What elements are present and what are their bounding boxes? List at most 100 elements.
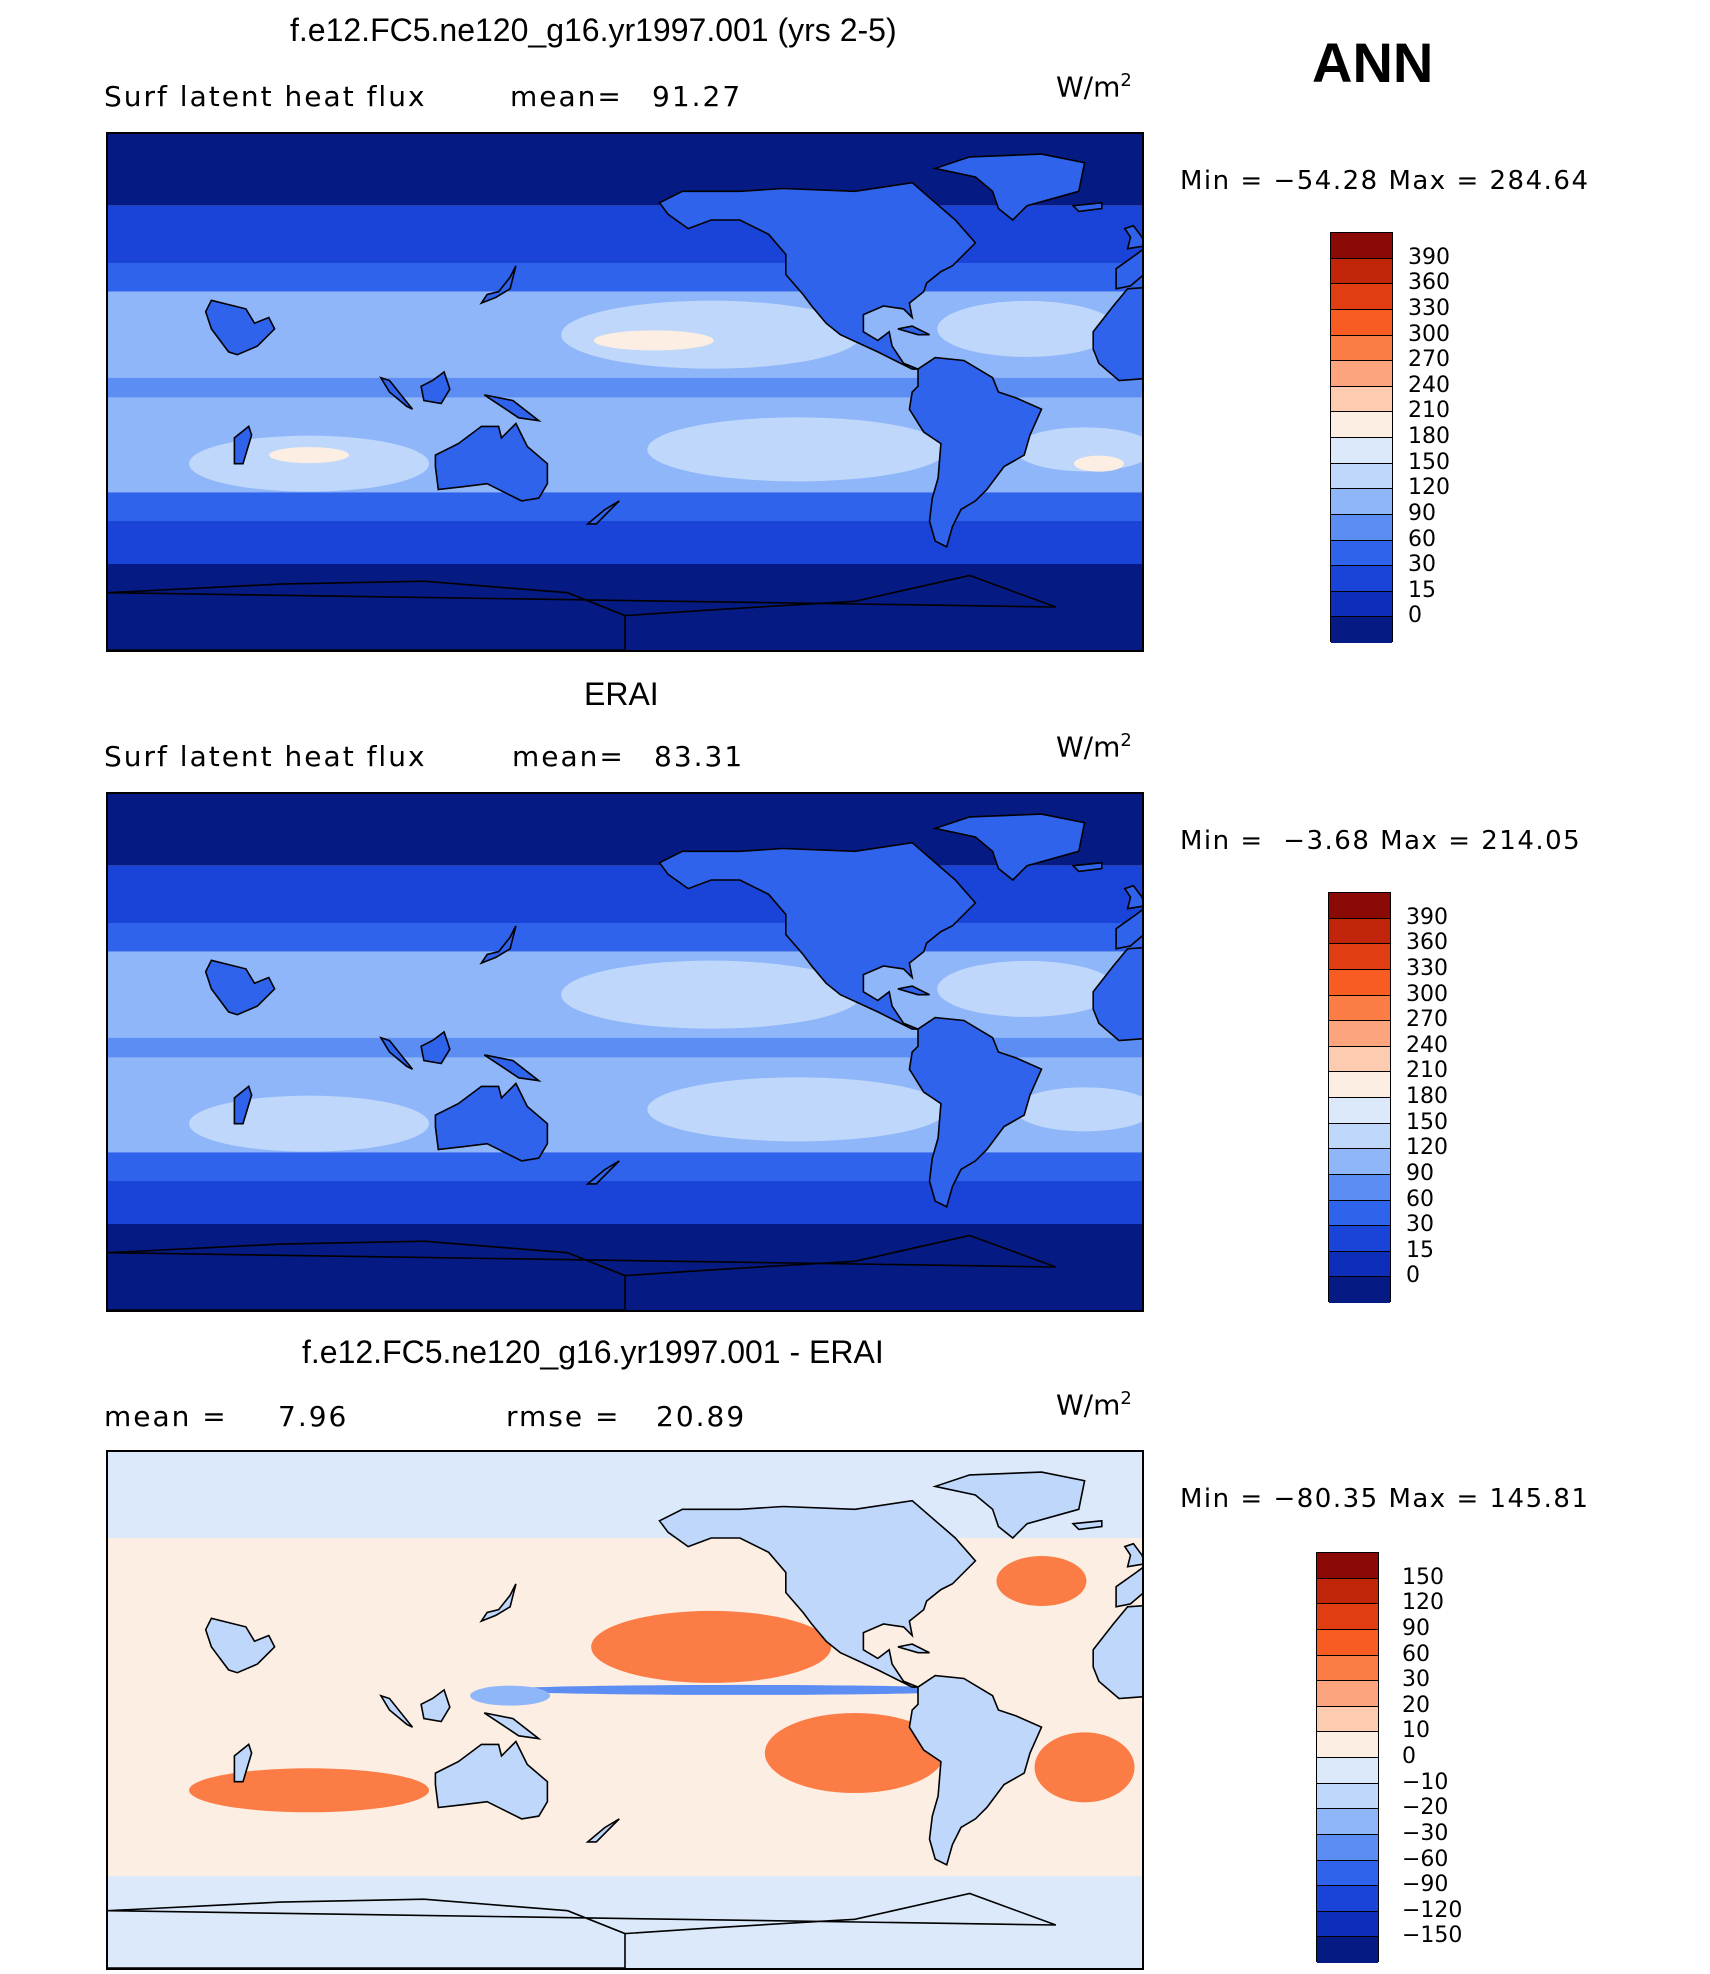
panel3-colorbar-tick-label: 0 bbox=[1402, 1744, 1416, 1769]
panel2-coast-africa bbox=[1092, 947, 1142, 1042]
panel1-units: W/m2 bbox=[1056, 70, 1132, 104]
panel3-map-svg bbox=[108, 1452, 1142, 1968]
panel3-colorbar-swatch bbox=[1317, 1937, 1378, 1963]
panel1-colorbar-swatch bbox=[1331, 566, 1392, 592]
panel3-coast-britain bbox=[1123, 1542, 1142, 1568]
panel3-colorbar-tick-label: −30 bbox=[1402, 1820, 1449, 1846]
panel1-colorbar-tick-label: 330 bbox=[1408, 295, 1450, 321]
panel3-colorbar-swatch bbox=[1317, 1706, 1378, 1733]
panel3-colorbar-tick-label: 60 bbox=[1402, 1641, 1430, 1667]
panel2-colorbar-swatch bbox=[1329, 1149, 1390, 1175]
panel1-colorbar-swatch bbox=[1331, 463, 1392, 490]
panel3-colorbar-tick-label: 120 bbox=[1402, 1590, 1444, 1616]
panel3-colorbar-swatch bbox=[1317, 1783, 1378, 1810]
panel2-map bbox=[106, 792, 1144, 1312]
panel3-colorbar-swatch bbox=[1317, 1758, 1378, 1784]
panel3-colorbar-swatch bbox=[1317, 1860, 1378, 1887]
panel2-coast-nz bbox=[585, 1160, 620, 1185]
panel2-colorbar-tick-label: 210 bbox=[1406, 1058, 1448, 1084]
panel3-colorbar-swatch bbox=[1317, 1604, 1378, 1630]
panel3-coast-antarctica bbox=[108, 1892, 1057, 1968]
panel3-colorbar-tick-label: −150 bbox=[1402, 1923, 1463, 1949]
panel3-field-blob bbox=[591, 1610, 832, 1683]
panel2-title: ERAI bbox=[584, 676, 659, 712]
panel1-colorbar-swatch bbox=[1331, 258, 1392, 285]
panel3-coast-japan bbox=[479, 1583, 517, 1623]
panel2-coast-iceland bbox=[1071, 861, 1103, 873]
panel1-field-blob bbox=[593, 330, 714, 351]
panel1-colorbar-tick-label: 0 bbox=[1408, 603, 1422, 629]
panel3-colorbar-swatch bbox=[1317, 1886, 1378, 1912]
panel3-coast-samerica bbox=[908, 1674, 1043, 1866]
panel2-colorbar-tick-label: 360 bbox=[1406, 930, 1448, 956]
panel2-field-band bbox=[108, 1152, 1142, 1181]
panel1-colorbar-swatch bbox=[1331, 617, 1392, 643]
panel3-coast-cuba bbox=[897, 1643, 930, 1654]
panel2-colorbar-tick-label: 90 bbox=[1406, 1160, 1434, 1186]
panel1-minmax: Min = −54.28 Max = 284.64 bbox=[1180, 166, 1590, 196]
panel1-coast-nz bbox=[585, 500, 620, 525]
panel3-map bbox=[106, 1450, 1144, 1970]
panel2-units: W/m2 bbox=[1056, 730, 1132, 764]
panel1-field-blob bbox=[1073, 455, 1124, 472]
panel2-mean-value: 83.31 bbox=[654, 740, 745, 773]
panel1-coast-greenland bbox=[932, 153, 1086, 222]
panel1-colorbar-tick-label: 270 bbox=[1408, 347, 1450, 373]
panel1-colorbar-swatch bbox=[1331, 386, 1392, 413]
panel1-coast-newguinea bbox=[483, 394, 542, 422]
panel1-colorbar-swatch bbox=[1331, 309, 1392, 336]
panel3-colorbar-tick-label: −120 bbox=[1402, 1897, 1463, 1923]
panel2-colorbar-tick-label: 390 bbox=[1406, 904, 1448, 930]
panel3-coast-namerica bbox=[658, 1499, 977, 1688]
panel1-field-blob bbox=[561, 300, 862, 369]
panel3-mean-value: 7.96 bbox=[278, 1400, 349, 1433]
panel2-field-blob bbox=[189, 1095, 430, 1152]
panel2-colorbar-tick-label: 120 bbox=[1406, 1135, 1448, 1161]
panel3-colorbar-tick-label: −90 bbox=[1402, 1872, 1449, 1898]
panel1-colorbar-tick-label: 360 bbox=[1408, 270, 1450, 296]
panel3-coast-newguinea bbox=[483, 1712, 542, 1740]
panel2-coast-antarctica bbox=[108, 1234, 1057, 1310]
panel1-field-blob bbox=[189, 435, 430, 492]
panel2-colorbar-swatch bbox=[1329, 1098, 1390, 1124]
panel3-colorbar-tick-label: −60 bbox=[1402, 1846, 1449, 1872]
panel1-colorbar-tick-label: 300 bbox=[1408, 321, 1450, 347]
panel3-colorbar-tick-label: 10 bbox=[1402, 1718, 1430, 1744]
panel1-colorbar-tick-label: 150 bbox=[1408, 449, 1450, 475]
panel1-colorbar-tick-label: 90 bbox=[1408, 500, 1436, 526]
panel3-field-band bbox=[108, 1452, 1142, 1538]
panel1-coast-samerica bbox=[908, 356, 1043, 548]
panel2-field-band bbox=[108, 1181, 1142, 1224]
panel2-colorbar-tick-label: 270 bbox=[1406, 1007, 1448, 1033]
panel3-field-blob bbox=[189, 1768, 430, 1813]
panel2-colorbar-swatch bbox=[1329, 969, 1390, 996]
panel2-field-blob bbox=[561, 960, 862, 1029]
panel1-colorbar-tick-label: 15 bbox=[1408, 577, 1436, 603]
panel1-field-blob bbox=[269, 447, 350, 464]
panel1-coast-madagascar bbox=[233, 425, 253, 465]
panel3-coast-arabia bbox=[204, 1617, 276, 1674]
panel2-field-blob bbox=[647, 1077, 948, 1142]
panel1-colorbar-swatch bbox=[1331, 335, 1392, 362]
panel1-coast-iceland bbox=[1071, 201, 1103, 213]
panel3-colorbar-swatch bbox=[1317, 1578, 1378, 1605]
panel2-colorbar-swatch bbox=[1329, 1226, 1390, 1252]
panel1-map bbox=[106, 132, 1144, 652]
panel1-map-svg bbox=[108, 134, 1142, 650]
panel2-colorbar-swatch bbox=[1329, 1072, 1390, 1098]
panel2-colorbar-swatch bbox=[1329, 893, 1390, 919]
panel1-coast-britain bbox=[1123, 224, 1142, 250]
panel3-field-blob bbox=[499, 1684, 980, 1695]
panel2-coast-samerica bbox=[908, 1016, 1043, 1208]
panel2-coast-cuba bbox=[897, 985, 930, 996]
panel1-mean-label: mean= bbox=[510, 80, 623, 113]
panel2-coast-eurasia bbox=[1115, 909, 1142, 950]
panel3-colorbar-tick-label: 20 bbox=[1402, 1692, 1430, 1718]
panel3-coast-australia bbox=[434, 1740, 549, 1820]
panel3-coast-madagascar bbox=[233, 1743, 253, 1783]
panel3-title: f.e12.FC5.ne120_g16.yr1997.001 - ERAI bbox=[302, 1334, 884, 1370]
panel1-colorbar-swatch bbox=[1331, 591, 1392, 618]
panel1-mean-value: 91.27 bbox=[652, 80, 743, 113]
panel2-coast-greenland bbox=[932, 813, 1086, 882]
panel1-coast-sumatra bbox=[379, 376, 414, 410]
